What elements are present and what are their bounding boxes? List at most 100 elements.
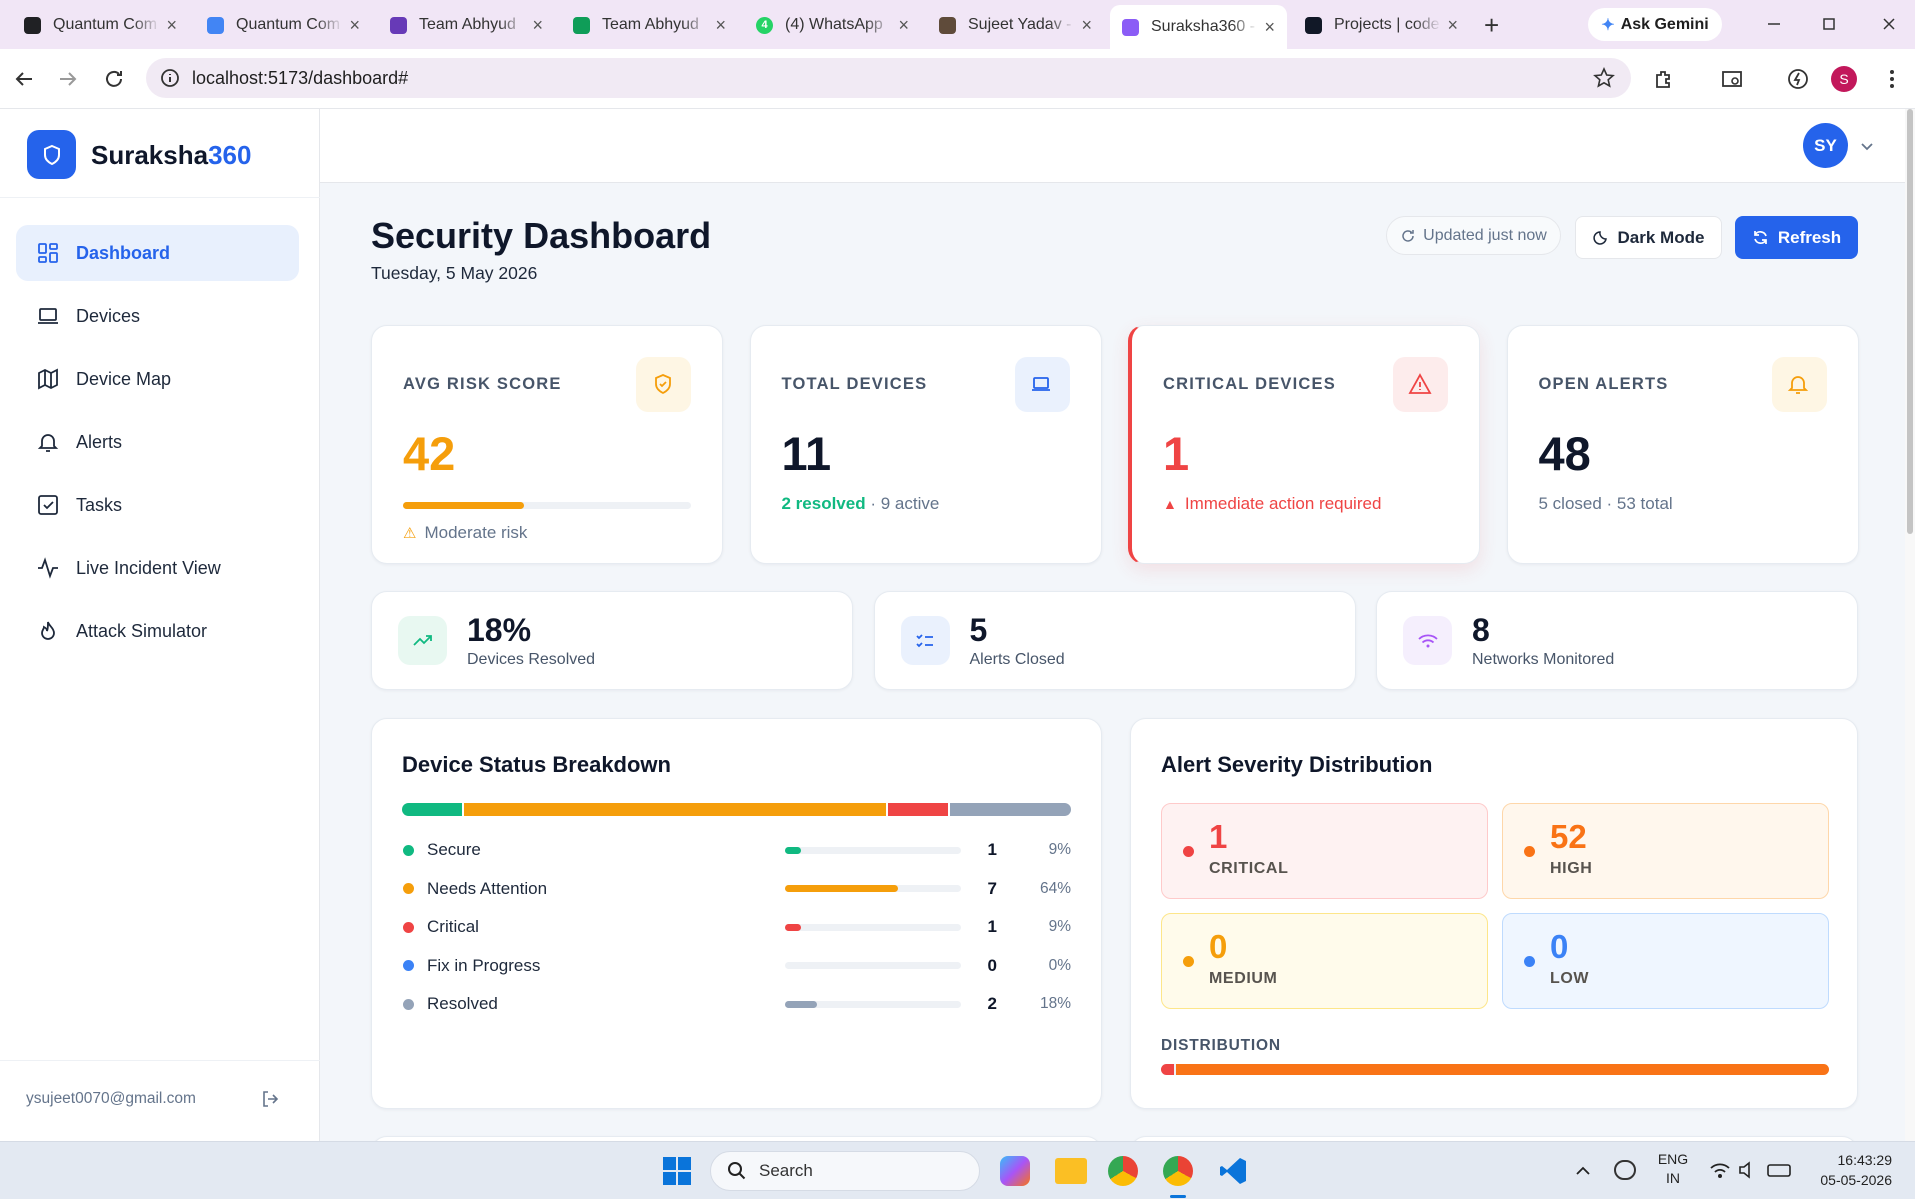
- browser-tab[interactable]: Quantum Com ×: [195, 7, 372, 43]
- summary-card: 8 Networks Monitored: [1376, 591, 1858, 690]
- summary-icon: [1403, 616, 1452, 665]
- tab-close[interactable]: ×: [898, 14, 909, 35]
- status-segment: [464, 803, 887, 816]
- browser-tab[interactable]: Quantum Com ×: [12, 7, 189, 43]
- status-percent: 9%: [1048, 918, 1071, 935]
- distribution-label: DISTRIBUTION: [1161, 1037, 1281, 1054]
- status-row: Secure 1 9%: [402, 831, 1071, 869]
- summary-value: 5: [969, 611, 988, 648]
- warning-icon: ⚠: [403, 525, 417, 542]
- tab-search[interactable]: [1720, 67, 1744, 91]
- status-track: [785, 885, 961, 892]
- distribution-segment: [1161, 1064, 1174, 1075]
- status-count: 0: [987, 955, 997, 975]
- close-window[interactable]: [1880, 15, 1898, 38]
- new-tab[interactable]: +: [1484, 10, 1500, 40]
- browser-tab[interactable]: Suraksha360 - ×: [1110, 5, 1287, 49]
- severity-label: CRITICAL: [1209, 860, 1289, 877]
- app-chrome-active[interactable]: [1163, 1156, 1193, 1186]
- tab-close[interactable]: ×: [532, 14, 543, 35]
- extensions[interactable]: [1652, 67, 1676, 91]
- tray-expand[interactable]: [1574, 1162, 1592, 1180]
- app-chrome[interactable]: [1108, 1156, 1138, 1186]
- note-text: · 9 active: [870, 494, 940, 513]
- nav-icon: [36, 556, 76, 580]
- content: Security Dashboard Tuesday, 5 May 2026 U…: [371, 183, 1859, 1141]
- stat-card: CRITICAL DEVICES 1 ▲ Immediate action requi…: [1128, 325, 1480, 564]
- refresh-button[interactable]: Refresh: [1735, 216, 1858, 259]
- performance[interactable]: [1786, 67, 1810, 91]
- severity-dot: [1524, 846, 1535, 857]
- summary-label: Networks Monitored: [1472, 650, 1615, 668]
- stat-icon: [1393, 357, 1448, 412]
- tab-title: Team Abhyud: [602, 16, 699, 33]
- nav-item[interactable]: Device Map: [16, 351, 299, 407]
- status-row: Resolved 2 18%: [402, 985, 1071, 1023]
- clock[interactable]: 16:43:29 05-05-2026: [1802, 1150, 1892, 1190]
- stat-card: TOTAL DEVICES 11 2 resolved · 9 active: [749, 325, 1102, 564]
- maximize[interactable]: [1820, 15, 1838, 38]
- browser-tab[interactable]: Team Abhyud ×: [378, 7, 555, 43]
- nav-item[interactable]: Tasks: [16, 477, 299, 533]
- minimize[interactable]: [1765, 15, 1783, 38]
- tab-close[interactable]: ×: [1447, 14, 1458, 35]
- user-menu-caret[interactable]: [1859, 138, 1875, 154]
- browser-tab[interactable]: Sujeet Yadav - ×: [927, 7, 1104, 43]
- ask-gemini[interactable]: ✦ Ask Gemini: [1588, 8, 1722, 41]
- bookmark-star[interactable]: [1593, 67, 1615, 89]
- scroll-thumb[interactable]: [1907, 109, 1913, 534]
- severity-dot: [1183, 846, 1194, 857]
- back-button[interactable]: [12, 67, 36, 91]
- note-strong: 2 resolved: [781, 494, 866, 513]
- browser-tab[interactable]: 4 (4) WhatsApp ×: [744, 7, 921, 43]
- nav-item[interactable]: Devices: [16, 288, 299, 344]
- tab-close[interactable]: ×: [715, 14, 726, 35]
- menu[interactable]: [1880, 67, 1904, 91]
- user-avatar[interactable]: SY: [1803, 123, 1848, 168]
- taskbar-search[interactable]: Search: [710, 1151, 980, 1191]
- forward-button[interactable]: [56, 67, 80, 91]
- summary-icon: [398, 616, 447, 665]
- url-field[interactable]: localhost:5173/dashboard#: [146, 58, 1631, 98]
- site-info[interactable]: [160, 68, 180, 88]
- severity-dot: [1524, 956, 1535, 967]
- language[interactable]: ENG IN: [1655, 1150, 1691, 1188]
- tab-close[interactable]: ×: [1264, 16, 1275, 37]
- dark-mode-button[interactable]: Dark Mode: [1575, 216, 1722, 259]
- app-copilot[interactable]: [1000, 1156, 1030, 1186]
- updated-text: Updated just now: [1423, 226, 1547, 244]
- region: IN: [1666, 1170, 1680, 1186]
- logout-button[interactable]: [260, 1089, 280, 1109]
- tab-close[interactable]: ×: [349, 14, 360, 35]
- tab-title: Team Abhyud: [419, 16, 516, 33]
- tray-icons[interactable]: [1708, 1158, 1794, 1182]
- nav-item[interactable]: Live Incident View: [16, 540, 299, 596]
- severity-label: LOW: [1550, 970, 1590, 987]
- divider: [0, 1060, 320, 1061]
- tab-close[interactable]: ×: [166, 14, 177, 35]
- date: 05-05-2026: [1820, 1172, 1892, 1188]
- nav-item[interactable]: Dashboard: [16, 225, 299, 281]
- app-vscode[interactable]: [1218, 1156, 1248, 1186]
- stat-label: TOTAL DEVICES: [781, 375, 928, 393]
- nav-item[interactable]: Alerts: [16, 414, 299, 470]
- stat-icon: [1771, 357, 1827, 412]
- status-name: Secure: [427, 840, 481, 859]
- summary-icon: [900, 616, 950, 665]
- status-track: [785, 962, 961, 969]
- tab-close[interactable]: ×: [1081, 14, 1092, 35]
- tray-network-alert[interactable]: [1614, 1160, 1636, 1180]
- browser-tab[interactable]: Team Abhyud ×: [561, 7, 738, 43]
- page-date: Tuesday, 5 May 2026: [371, 263, 538, 283]
- summary-text: 18% Devices Resolved: [467, 613, 595, 669]
- main: SY Security Dashboard Tuesday, 5 May 202…: [320, 109, 1905, 1141]
- start-button[interactable]: [662, 1156, 692, 1186]
- summary-card: 18% Devices Resolved: [371, 591, 853, 690]
- status-dot: [403, 960, 414, 971]
- profile-avatar[interactable]: S: [1831, 66, 1857, 92]
- app-files[interactable]: [1055, 1158, 1087, 1184]
- reload-button[interactable]: [102, 67, 126, 91]
- nav-item[interactable]: Attack Simulator: [16, 603, 299, 659]
- browser-tab[interactable]: Projects | code ×: [1293, 7, 1470, 43]
- active-indicator: [1170, 1195, 1186, 1198]
